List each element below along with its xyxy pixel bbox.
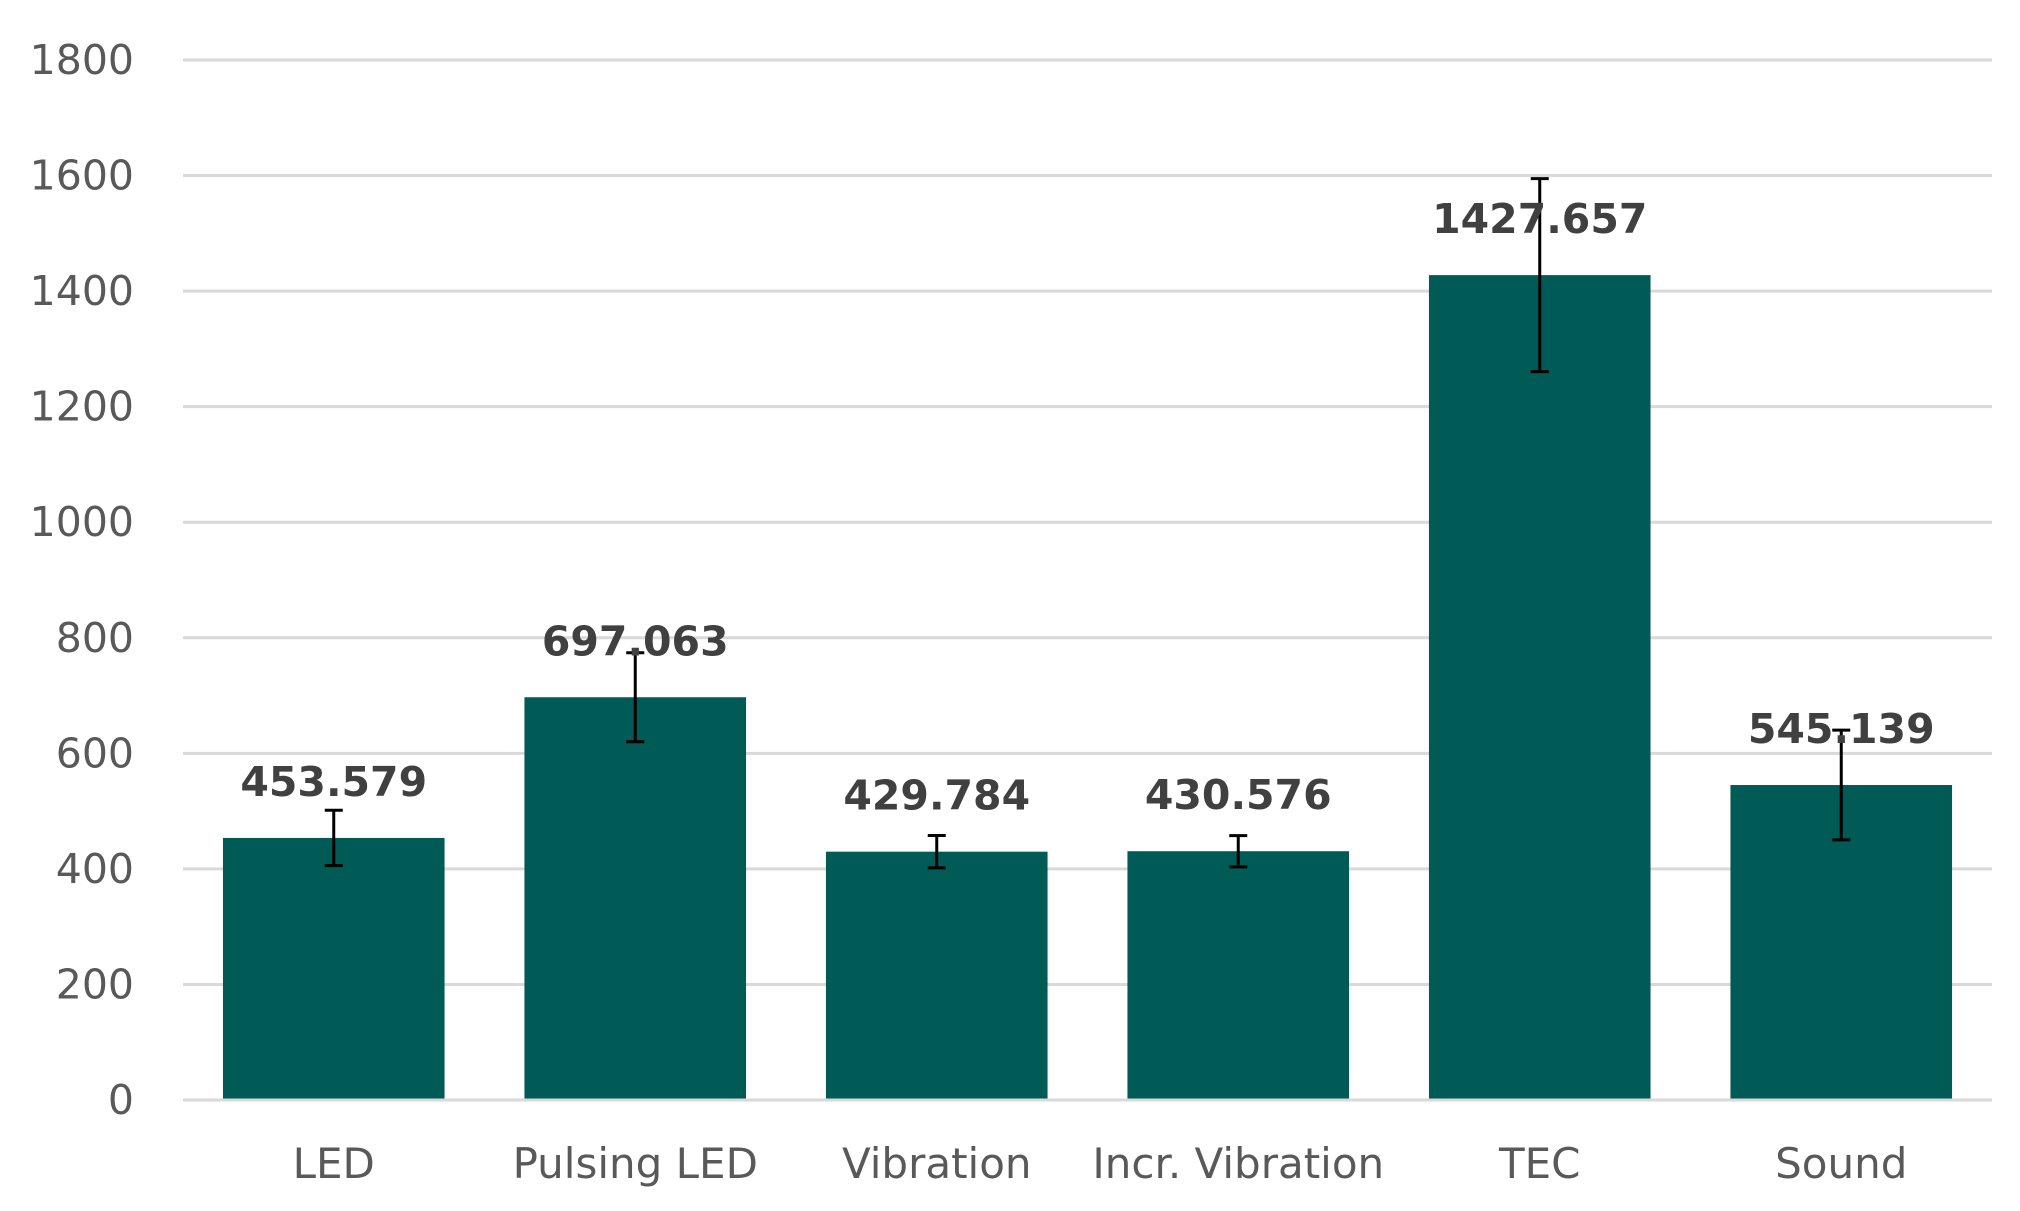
data-label-2: 429.784 xyxy=(843,772,1030,820)
data-label-3: 430.576 xyxy=(1145,771,1332,819)
category-label-1: Pulsing LED xyxy=(513,1139,758,1188)
gridlines xyxy=(183,58,1992,986)
bar-1 xyxy=(524,697,747,1100)
category-label-5: Sound xyxy=(1775,1139,1907,1188)
category-label-0: LED xyxy=(293,1139,375,1188)
bar-3 xyxy=(1127,851,1350,1100)
bar-0 xyxy=(222,837,445,1100)
x-axis-category-labels: LED Pulsing LED Vibration Incr. Vibration TE… xyxy=(293,1139,1908,1188)
y-tick-label-1000: 1000 xyxy=(30,498,134,546)
y-tick-label-1200: 1200 xyxy=(30,383,134,431)
y-tick-label-200: 200 xyxy=(56,960,134,1008)
y-tick-label-1600: 1600 xyxy=(30,152,134,200)
error-bar-1 xyxy=(626,651,645,744)
y-tick-label-0: 0 xyxy=(108,1076,134,1124)
bar-2 xyxy=(825,851,1048,1100)
category-label-2: Vibration xyxy=(842,1139,1032,1188)
data-label-4: 1427.657 xyxy=(1432,195,1647,243)
y-tick-label-400: 400 xyxy=(56,845,134,893)
data-labels: 453.579 697.063 429.784 430.576 1427.657 545.… xyxy=(240,195,1934,820)
error-bar-2 xyxy=(927,834,946,870)
bars xyxy=(222,275,1953,1101)
error-bar-0 xyxy=(324,808,343,868)
error-bars xyxy=(324,177,1851,870)
data-label-0: 453.579 xyxy=(240,758,427,806)
error-bar-3 xyxy=(1229,834,1248,869)
data-label-1: 697.063 xyxy=(542,617,729,665)
error-bar-5 xyxy=(1832,728,1851,842)
bar-4 xyxy=(1428,275,1651,1101)
y-tick-label-600: 600 xyxy=(56,729,134,777)
y-tick-label-1400: 1400 xyxy=(30,267,134,315)
category-label-4: TEC xyxy=(1498,1139,1581,1188)
y-axis-tick-labels: 0 200 400 600 800 1000 1200 1400 1600 1800 xyxy=(30,36,134,1124)
error-bar-4 xyxy=(1530,177,1549,374)
category-label-3: Incr. Vibration xyxy=(1092,1139,1384,1188)
y-tick-label-1800: 1800 xyxy=(30,36,134,84)
y-tick-label-800: 800 xyxy=(56,614,134,662)
data-label-5: 545.139 xyxy=(1748,705,1935,753)
